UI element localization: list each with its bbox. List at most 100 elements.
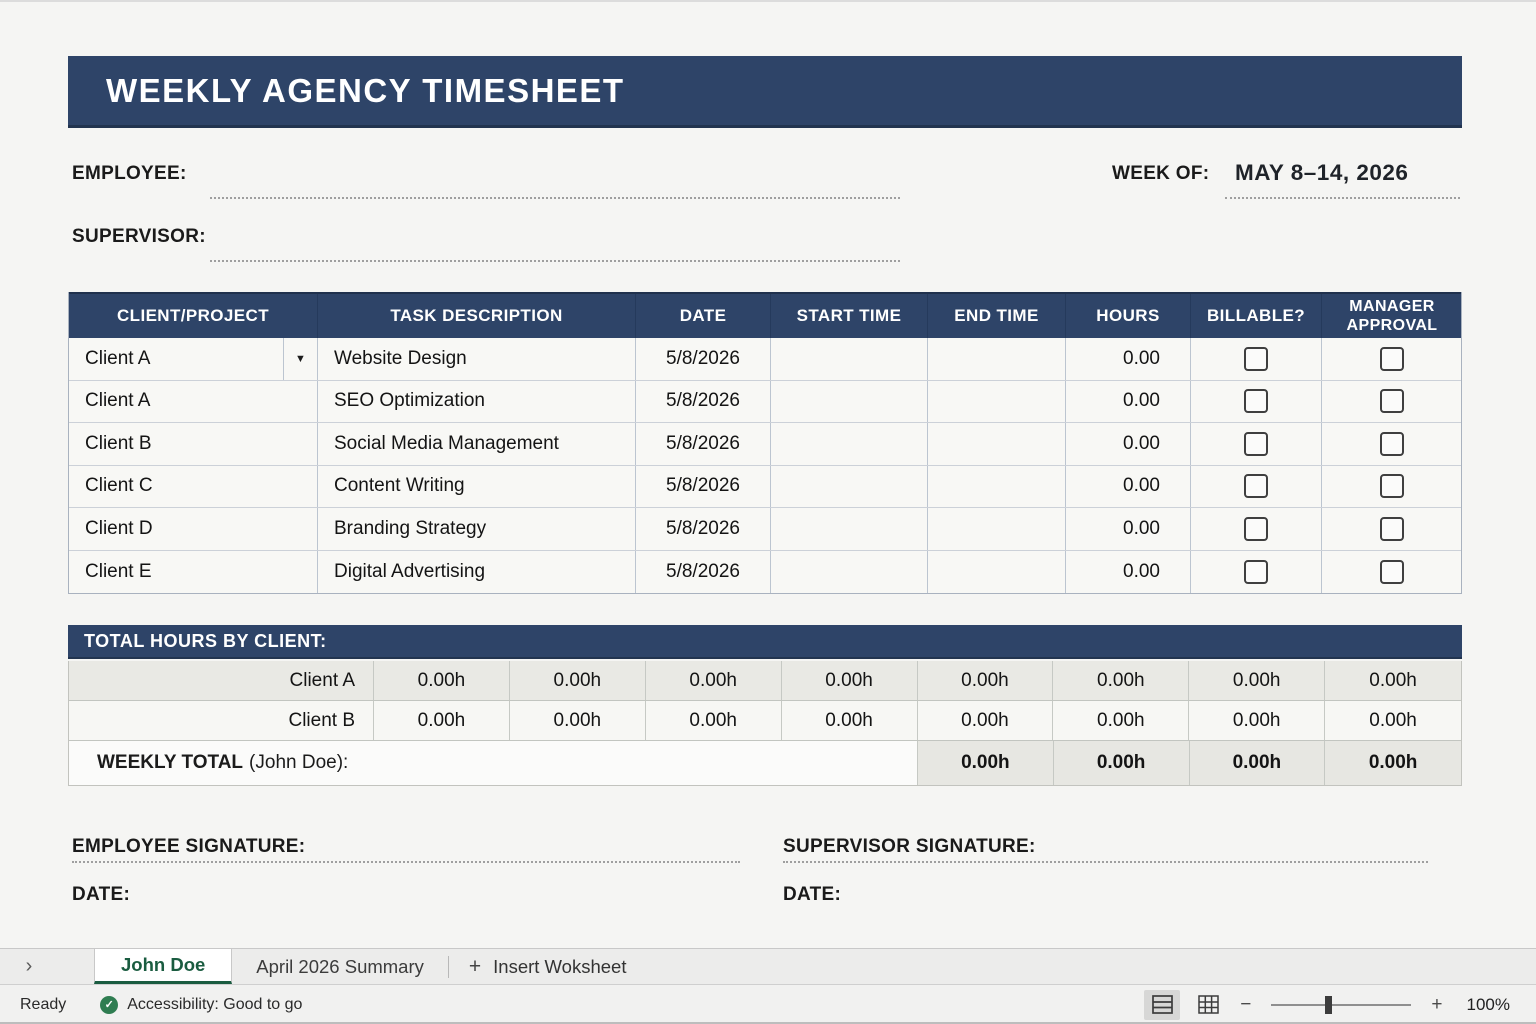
hours-cell[interactable]: 0.00 [1066,423,1191,465]
task-cell[interactable]: Branding Strategy [318,508,636,550]
supervisor-signature-line[interactable] [783,861,1428,863]
billable-checkbox[interactable] [1244,474,1268,499]
totals-cell[interactable]: 0.00h [1189,661,1326,700]
tab-john-doe[interactable]: John Doe [94,949,233,984]
tab-april-2026-summary[interactable]: April 2026 Summary [256,955,424,977]
totals-cell[interactable]: 0.00h [645,661,782,700]
billable-checkbox[interactable] [1244,346,1268,371]
approval-checkbox[interactable] [1380,346,1404,371]
approval-checkbox[interactable] [1380,559,1404,584]
totals-cell[interactable]: 0.00h [509,701,646,740]
billable-checkbox[interactable] [1244,431,1268,456]
approval-checkbox[interactable] [1380,474,1404,499]
accessibility-status[interactable]: ✓ Accessibility: Good to go [100,995,302,1014]
client-cell[interactable]: Client A ▼ [69,338,318,380]
totals-cell[interactable]: 0.00h [917,661,1054,700]
end-time-cell[interactable] [928,423,1066,465]
totals-cell[interactable]: 0.00h [374,701,510,740]
status-bar: Ready ✓ Accessibility: Good to go [0,984,1536,1024]
totals-cell[interactable]: 0.00h [1325,661,1461,700]
totals-cell[interactable]: 0.00h [781,661,918,700]
client-cell[interactable]: Client E [69,550,318,593]
supervisor-date-label: DATE: [783,884,842,905]
end-time-cell[interactable] [928,465,1066,507]
end-time-cell[interactable] [928,508,1066,550]
week-of-value[interactable]: MAY 8–14, 2026 [1235,160,1409,185]
weekly-total-cell[interactable]: 0.00h [1189,741,1326,785]
start-time-cell[interactable] [771,380,928,422]
zoom-slider[interactable] [1271,995,1412,1014]
hours-cell[interactable]: 0.00 [1066,550,1191,593]
end-time-cell[interactable] [928,338,1066,380]
zoom-in-button[interactable]: + [1431,993,1443,1015]
totals-cell[interactable]: 0.00h [645,701,782,740]
totals-cell[interactable]: 0.00h [781,701,918,740]
table-row: Client B Social Media Management 5/8/202… [69,423,1461,466]
totals-cell[interactable]: 0.00h [1325,701,1461,740]
date-cell[interactable]: 5/8/2026 [636,550,771,593]
page-layout-view-button[interactable] [1190,990,1226,1020]
end-time-cell[interactable] [928,550,1066,593]
start-time-cell[interactable] [771,550,928,593]
approval-checkbox[interactable] [1380,516,1404,541]
totals-cell[interactable]: 0.00h [917,701,1054,740]
col-header-end: END TIME [928,294,1066,338]
task-cell[interactable]: Content Writing [318,465,636,507]
task-cell[interactable]: SEO Optimization [318,380,636,422]
client-cell[interactable]: Client A [69,380,318,422]
totals-cell[interactable]: 0.00h [1053,701,1190,740]
start-time-cell[interactable] [771,423,928,465]
billable-checkbox[interactable] [1244,516,1268,541]
start-time-cell[interactable] [771,338,928,380]
employee-signature-line[interactable] [72,861,740,863]
task-cell[interactable]: Social Media Management [318,423,636,465]
weekly-total-cell[interactable]: 0.00h [918,741,1054,785]
task-cell[interactable]: Digital Advertising [318,550,636,593]
client-dropdown-button[interactable]: ▼ [283,338,317,380]
client-cell[interactable]: Client C [69,465,318,507]
task-cell[interactable]: Website Design [318,338,636,380]
totals-cell[interactable]: 0.00h [1189,701,1326,740]
title-banner: WEEKLY AGENCY TIMESHEET [68,56,1462,128]
date-cell[interactable]: 5/8/2026 [636,380,771,422]
insert-worksheet-button[interactable]: + Insert Woksheet [468,954,627,978]
col-header-client: CLIENT/PROJECT [69,294,318,338]
hours-cell[interactable]: 0.00 [1066,465,1191,507]
start-time-cell[interactable] [771,465,928,507]
sheet-nav-chevron-icon[interactable]: › [25,955,33,977]
approval-cell [1322,338,1462,380]
approval-checkbox[interactable] [1380,431,1404,456]
client-cell[interactable]: Client B [69,423,318,465]
hours-cell[interactable]: 0.00 [1066,338,1191,380]
zoom-out-button[interactable]: − [1240,993,1252,1015]
date-cell[interactable]: 5/8/2026 [636,508,771,550]
approval-cell [1322,508,1462,550]
employee-input-line[interactable] [210,197,900,199]
totals-table: Client A 0.00h 0.00h 0.00h 0.00h 0.00h 0… [68,661,1462,786]
date-cell[interactable]: 5/8/2026 [636,465,771,507]
totals-cell[interactable]: 0.00h [374,661,510,700]
page-title: WEEKLY AGENCY TIMESHEET [106,71,625,109]
billable-checkbox[interactable] [1244,389,1268,414]
totals-cell[interactable]: 0.00h [509,661,646,700]
zoom-level[interactable]: 100% [1466,994,1510,1014]
employee-signature-label: EMPLOYEE SIGNATURE: [72,836,306,857]
hours-cell[interactable]: 0.00 [1066,380,1191,422]
zoom-slider-handle[interactable] [1325,995,1333,1014]
hours-cell[interactable]: 0.00 [1066,508,1191,550]
end-time-cell[interactable] [928,380,1066,422]
supervisor-input-line[interactable] [210,260,900,262]
billable-checkbox[interactable] [1244,559,1268,584]
normal-view-button[interactable] [1144,989,1181,1020]
weekly-total-cell[interactable]: 0.00h [1325,741,1461,785]
approval-checkbox[interactable] [1380,389,1404,414]
table-row: Client C Content Writing 5/8/2026 0.00 [69,465,1461,508]
start-time-cell[interactable] [771,508,928,550]
date-cell[interactable]: 5/8/2026 [636,423,771,465]
date-cell[interactable]: 5/8/2026 [636,338,771,380]
client-cell[interactable]: Client D [69,508,318,550]
totals-row-client-b: Client B 0.00h 0.00h 0.00h 0.00h 0.00h 0… [69,701,1461,741]
weekly-total-cell[interactable]: 0.00h [1053,741,1190,785]
totals-row-label: Client A [69,661,374,700]
totals-cell[interactable]: 0.00h [1053,661,1190,700]
